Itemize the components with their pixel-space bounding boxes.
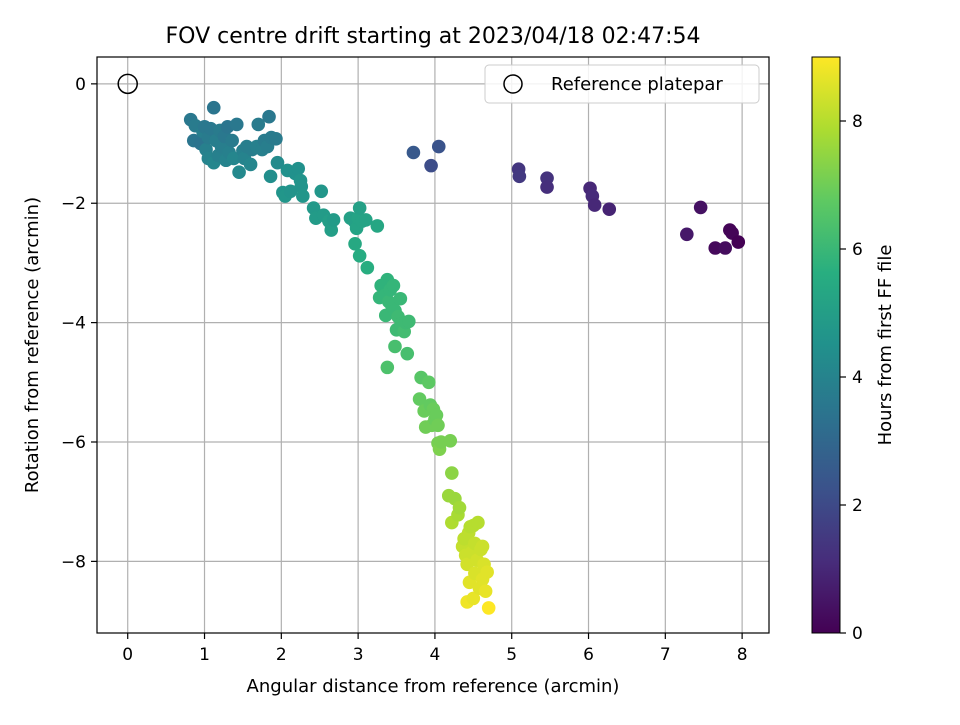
legend-box xyxy=(484,64,760,104)
x-tick-label: 4 xyxy=(430,645,441,665)
data-point xyxy=(326,213,341,227)
data-point xyxy=(478,584,493,599)
data-point xyxy=(680,227,694,242)
y-tick-label: −8 xyxy=(61,552,86,572)
data-point xyxy=(443,434,458,448)
legend-label: Reference platepar xyxy=(551,74,723,95)
colorbar: 0 2 4 6 8 Hours from first FF file xyxy=(811,56,896,644)
x-tick-label: 6 xyxy=(583,645,594,665)
x-tick-label: 1 xyxy=(199,645,210,665)
y-tick-label: −2 xyxy=(61,194,86,214)
x-axis-label: Angular distance from reference (arcmin) xyxy=(247,676,620,697)
data-point xyxy=(370,219,385,233)
data-point xyxy=(352,248,367,263)
data-point xyxy=(314,184,329,199)
data-point xyxy=(466,591,481,606)
data-point xyxy=(360,260,375,275)
data-point xyxy=(296,189,310,203)
data-point xyxy=(731,235,746,249)
legend: Reference platepar xyxy=(484,64,760,104)
colorbar-ticks: 0 2 4 6 8 xyxy=(840,112,863,644)
x-tick-label: 8 xyxy=(737,645,748,665)
data-point xyxy=(540,180,554,194)
data-point xyxy=(431,139,446,154)
data-point xyxy=(402,314,416,329)
colorbar-tick-label: 0 xyxy=(852,624,863,644)
data-point xyxy=(481,601,496,615)
y-tick-label: −6 xyxy=(61,433,86,453)
data-point xyxy=(270,155,285,170)
x-tick-label: 0 xyxy=(122,645,133,665)
plot-frame xyxy=(96,56,770,634)
data-point xyxy=(226,151,241,166)
x-tick-label: 7 xyxy=(660,645,671,665)
data-point xyxy=(352,201,367,215)
data-point xyxy=(206,100,221,115)
data-point xyxy=(283,184,298,199)
colorbar-gradient xyxy=(811,56,841,634)
colorbar-tick-label: 8 xyxy=(852,112,863,132)
data-point xyxy=(480,565,494,579)
data-point xyxy=(251,117,266,132)
data-point xyxy=(262,109,276,124)
reference-platepar-marker xyxy=(117,73,138,95)
y-axis-ticks: 0 −2 −4 −6 −8 xyxy=(61,75,97,572)
data-point xyxy=(693,200,708,215)
scatter-points xyxy=(117,73,746,615)
data-point xyxy=(324,223,339,237)
y-tick-label: 0 xyxy=(75,75,86,95)
data-point xyxy=(708,241,723,255)
data-point xyxy=(445,466,459,480)
x-tick-label: 5 xyxy=(506,645,517,665)
data-point xyxy=(512,169,527,184)
data-point xyxy=(471,515,485,530)
data-point xyxy=(587,198,602,212)
data-point xyxy=(380,360,395,375)
colorbar-tick-label: 6 xyxy=(852,240,863,260)
data-point xyxy=(348,237,362,251)
data-point xyxy=(232,165,246,179)
data-point xyxy=(243,157,258,172)
legend-marker xyxy=(503,74,523,94)
data-point xyxy=(393,291,408,306)
data-point xyxy=(225,133,239,148)
y-tick-label: −4 xyxy=(61,314,86,334)
chart-title: FOV centre drift starting at 2023/04/18 … xyxy=(166,24,701,49)
data-point xyxy=(421,375,436,390)
data-point xyxy=(718,241,733,255)
data-point xyxy=(291,161,306,176)
data-point xyxy=(400,346,415,361)
x-tick-label: 3 xyxy=(353,645,364,665)
data-point xyxy=(475,539,490,554)
data-point xyxy=(388,339,402,354)
colorbar-label: Hours from first FF file xyxy=(875,245,896,446)
data-point xyxy=(229,117,244,132)
x-axis-ticks: 0 1 2 3 4 5 6 7 8 xyxy=(122,633,748,665)
y-axis-label: Rotation from reference (arcmin) xyxy=(22,197,43,493)
data-point xyxy=(269,131,283,146)
data-point xyxy=(412,392,427,406)
data-point xyxy=(386,278,401,293)
data-point xyxy=(452,500,467,515)
data-point xyxy=(406,145,421,160)
data-point xyxy=(602,202,617,217)
colorbar-tick-label: 4 xyxy=(852,368,863,388)
data-point xyxy=(429,408,444,422)
data-point xyxy=(263,169,278,184)
data-point xyxy=(424,158,438,173)
x-tick-label: 2 xyxy=(276,645,287,665)
data-point xyxy=(306,201,321,215)
data-point xyxy=(431,418,445,433)
data-point xyxy=(359,213,373,227)
colorbar-tick-label: 2 xyxy=(852,496,863,516)
